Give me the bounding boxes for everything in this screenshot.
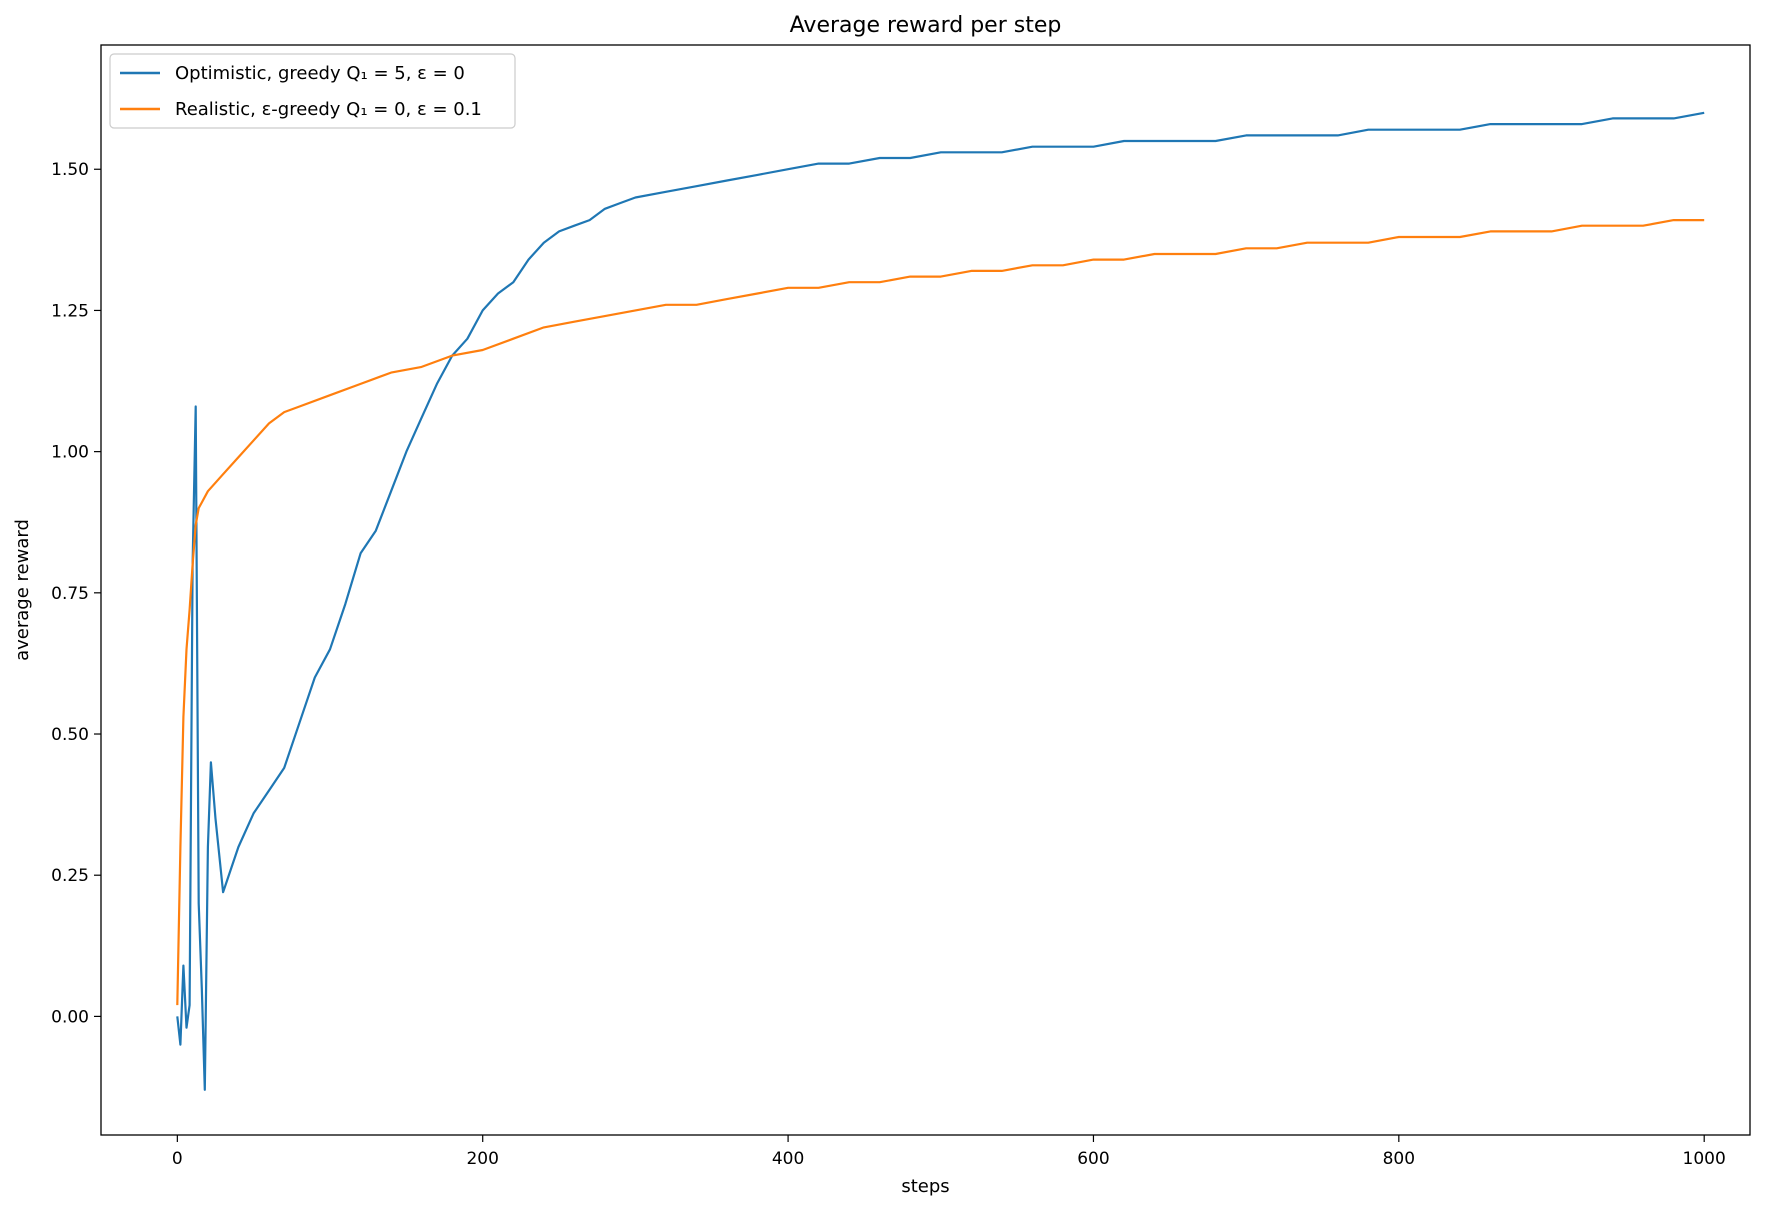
plot-frame [100, 44, 1751, 1136]
legend: Optimistic, greedy Q₁ = 5, ε = 0 Realisti… [109, 53, 516, 129]
x-axis-label: steps [901, 1176, 949, 1197]
y-tick-label: 1.25 [51, 301, 89, 321]
y-tick-label: 0.00 [51, 1007, 89, 1027]
series-line-0 [176, 111, 1705, 1091]
x-tick-label: 0 [172, 1149, 183, 1169]
y-tick-label: 0.75 [51, 584, 89, 604]
series-line-1 [176, 219, 1705, 1006]
x-tick-label: 200 [466, 1149, 498, 1169]
y-tick-label: 1.50 [51, 160, 89, 180]
x-tick-label: 600 [1077, 1149, 1109, 1169]
y-tick-label: 0.25 [51, 866, 89, 886]
x-tick-label: 1000 [1683, 1149, 1726, 1169]
chart-title: Average reward per step [790, 13, 1062, 38]
y-tick-label: 1.00 [51, 443, 89, 463]
x-tick-label: 800 [1383, 1149, 1415, 1169]
y-axis-ticks: 0.00 0.25 0.50 0.75 1.00 1.25 1.50 [51, 160, 101, 1027]
series-layer [176, 111, 1705, 1091]
x-axis-ticks: 0 200 400 600 800 1000 [172, 1135, 1726, 1169]
legend-box [109, 53, 516, 129]
y-tick-label: 0.50 [51, 725, 89, 745]
legend-entry: Optimistic, greedy Q₁ = 5, ε = 0 [175, 63, 465, 84]
y-axis-label: average reward [12, 519, 33, 661]
x-tick-label: 400 [772, 1149, 804, 1169]
legend-entry: Realistic, ε-greedy Q₁ = 0, ε = 0.1 [175, 99, 482, 120]
